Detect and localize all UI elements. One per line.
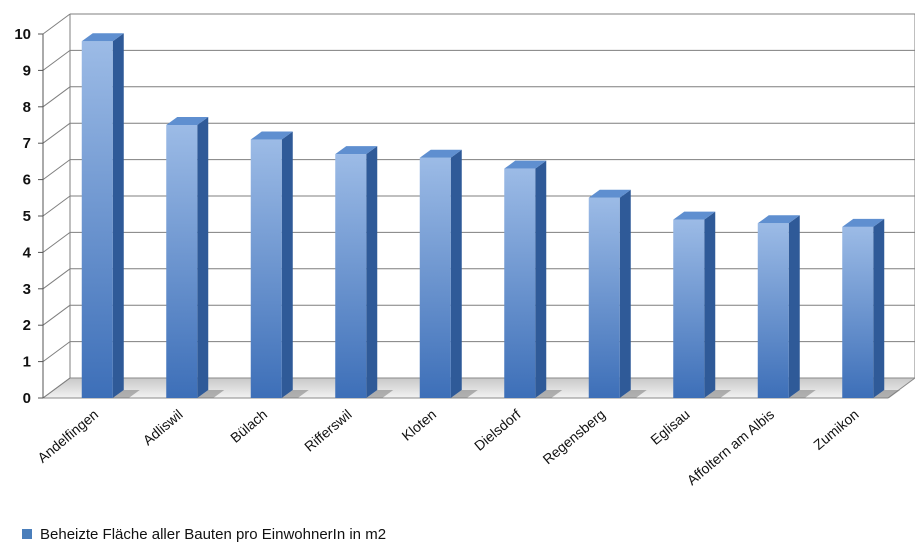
y-tick-label: 0: [23, 390, 31, 407]
gridline-side: [42, 13, 71, 35]
y-tick-label: 8: [23, 99, 31, 116]
bar-shadow: [704, 390, 732, 398]
category-label: Rifferswil: [301, 406, 355, 455]
bar: [673, 211, 732, 398]
bar: [842, 218, 901, 398]
bar-shadow: [450, 390, 478, 398]
category-label: Bülach: [227, 406, 270, 446]
bar-top: [81, 33, 124, 42]
bar-side: [450, 149, 462, 398]
y-tick-label: 6: [23, 172, 31, 189]
gridline-side: [42, 122, 71, 144]
bar-top: [588, 189, 631, 198]
bars: [81, 33, 901, 398]
gridline-side: [42, 377, 71, 399]
bar-shadow: [366, 390, 394, 398]
bar-front: [81, 41, 113, 398]
y-tick-label: 10: [14, 26, 31, 43]
bar-top: [504, 160, 547, 169]
category-label: Zumikon: [810, 406, 861, 453]
bar-top: [335, 146, 378, 155]
axes: 0 1 2 3 4 5 6 7 8 9 10: [14, 26, 44, 407]
bar-shadow: [788, 390, 816, 398]
category-label: Kloten: [398, 406, 439, 444]
bar: [81, 33, 140, 398]
bar-top: [673, 211, 716, 220]
category-label: Dielsdorf: [471, 406, 524, 454]
y-tick-label: 3: [23, 281, 31, 298]
gridline-side: [42, 304, 71, 326]
bar-side: [366, 146, 378, 398]
bar-side: [788, 215, 800, 398]
bar-side: [535, 160, 547, 398]
bar-side: [281, 131, 293, 398]
gridline-side: [42, 159, 71, 181]
bar-top: [757, 215, 800, 224]
bar-shadow: [619, 390, 647, 398]
category-label: Affoltern am Albis: [684, 406, 778, 488]
y-tick-label: 7: [23, 135, 31, 152]
bar-top: [842, 218, 885, 227]
legend-label: Beheizte Fläche aller Bauten pro Einwohn…: [40, 526, 386, 543]
bar: [335, 146, 394, 398]
bar-top: [419, 149, 462, 158]
legend-swatch: [22, 529, 32, 539]
bar-front: [504, 168, 536, 398]
legend: Beheizte Fläche aller Bauten pro Einwohn…: [22, 526, 386, 543]
bar-front: [842, 226, 874, 398]
bar-side: [619, 189, 631, 398]
bar-side: [112, 33, 124, 398]
category-label: Eglisau: [647, 406, 692, 448]
bar-side: [197, 117, 209, 398]
bar-shadow: [535, 390, 563, 398]
bar-front: [419, 157, 451, 398]
bar-front: [673, 219, 705, 398]
bar: [588, 189, 647, 398]
bar: [419, 149, 478, 398]
bar: [504, 160, 563, 398]
gridline-side: [42, 341, 71, 363]
bar-front: [588, 197, 620, 398]
bar-shadow: [197, 390, 225, 398]
category-label: Adliswil: [140, 406, 186, 448]
bar-front: [250, 139, 282, 398]
bar-front: [335, 154, 367, 398]
gridline-side: [42, 86, 71, 108]
gridline-side: [42, 49, 71, 71]
bar-shadow: [281, 390, 309, 398]
bar-top: [166, 117, 209, 125]
y-tick-label: 1: [23, 354, 31, 371]
bar-shadow: [112, 390, 140, 398]
bar-side: [704, 211, 716, 398]
y-tick-label: 4: [23, 244, 32, 261]
bar-side: [873, 218, 885, 398]
bar-front: [166, 125, 198, 398]
bar: [757, 215, 816, 398]
bar: [166, 117, 225, 398]
gridline-side: [42, 195, 71, 217]
bar-shadow: [873, 390, 901, 398]
bar: [250, 131, 309, 398]
y-tick-label: 2: [23, 317, 31, 334]
category-label: Regensberg: [539, 406, 608, 467]
category-label: Andelfingen: [34, 406, 101, 466]
gridline-side: [42, 268, 71, 290]
category-labels: Andelfingen Adliswil Bülach Rifferswil Klote…: [34, 406, 861, 488]
y-tick-label: 9: [23, 62, 31, 79]
bar-front: [757, 223, 789, 398]
gridline-side: [42, 231, 71, 253]
y-tick-label: 5: [23, 208, 31, 225]
bar-top: [250, 131, 293, 140]
